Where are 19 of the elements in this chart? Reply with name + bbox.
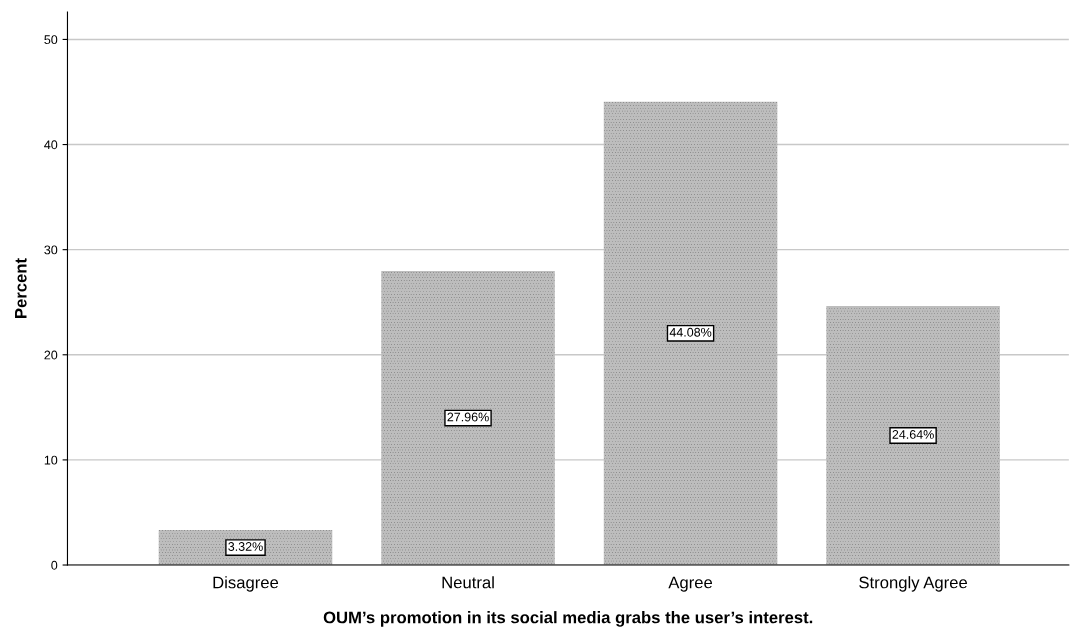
bar <box>603 101 778 566</box>
y-tick-label: 10 <box>44 455 58 465</box>
x-tick-label: Agree <box>668 576 713 592</box>
y-tick-label: 50 <box>44 35 58 45</box>
x-tick-label: Neutral <box>442 576 494 589</box>
x-axis-title: OUM’s promotion in its social media grabs the user’s interest. <box>323 611 813 627</box>
y-tick-label: 40 <box>44 140 58 150</box>
x-tick-label: Strongly Agree <box>859 576 968 592</box>
bar <box>381 271 555 566</box>
data-label: 24.64% <box>892 430 934 439</box>
data-label: 44.08% <box>669 327 712 337</box>
bar <box>826 306 1000 566</box>
y-tick-label: 20 <box>44 350 58 360</box>
y-axis-title: Percent <box>15 258 27 319</box>
data-label: 27.96% <box>447 412 489 422</box>
data-label: 3.32% <box>228 542 263 551</box>
y-tick-label: 0 <box>51 560 58 570</box>
y-tick-label: 30 <box>44 245 58 255</box>
x-tick-label: Disagree <box>213 576 279 592</box>
